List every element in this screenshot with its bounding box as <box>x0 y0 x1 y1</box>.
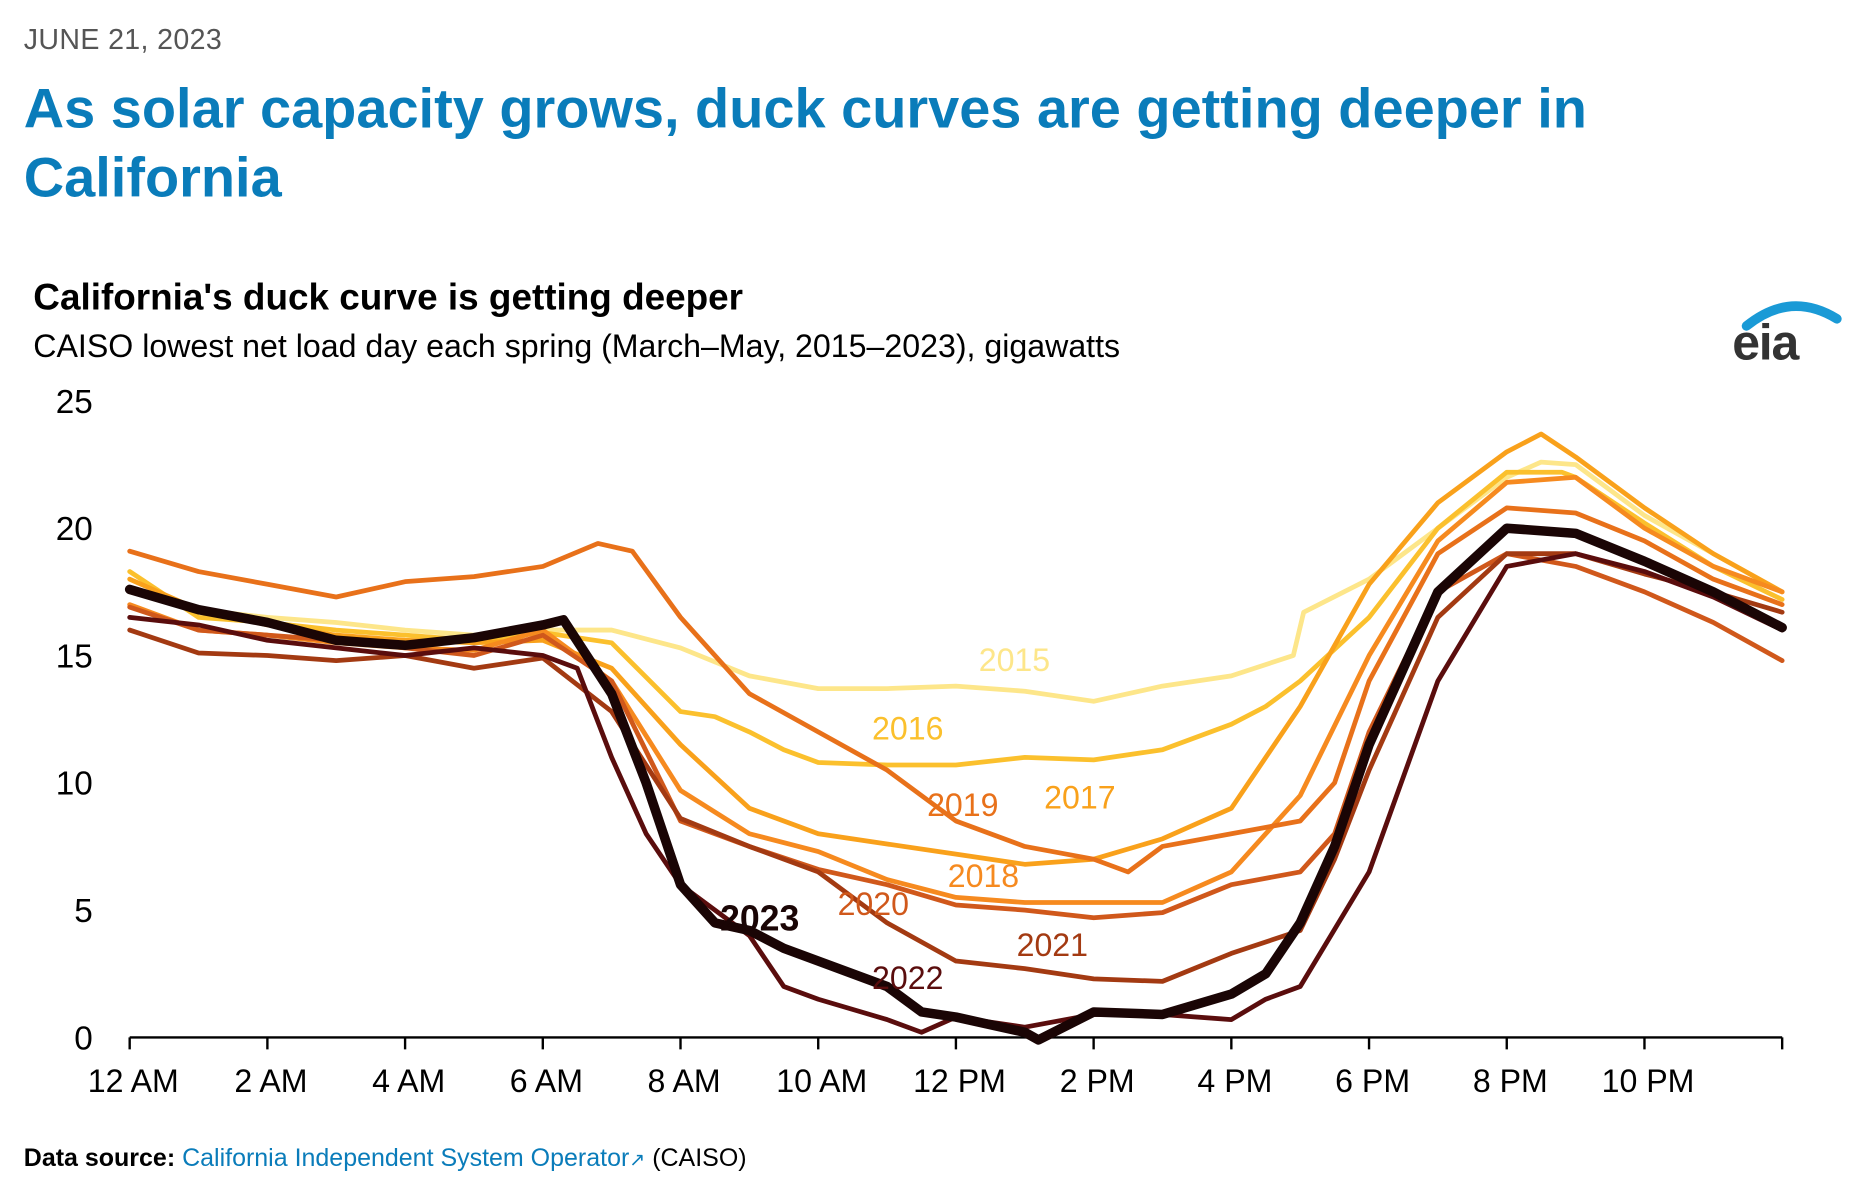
series-label-2017: 2017 <box>1044 779 1115 815</box>
source-suffix: (CAISO) <box>652 1144 747 1172</box>
y-tick-label: 25 <box>56 384 93 421</box>
x-tick-label: 12 AM <box>88 1063 179 1099</box>
x-tick-label: 2 PM <box>1060 1063 1135 1099</box>
x-tick-label: 10 AM <box>776 1063 867 1099</box>
series-line-2018 <box>127 474 1785 905</box>
y-tick-label: 15 <box>56 638 93 675</box>
source-link[interactable]: California Independent System Operator <box>182 1144 630 1172</box>
series-line-2023 <box>124 523 1787 1045</box>
chart-title: California's duck curve is getting deepe… <box>33 276 744 318</box>
chart-subtitle: CAISO lowest net load day each spring (M… <box>33 328 1121 365</box>
external-link-icon: ↗ <box>629 1150 646 1171</box>
x-tick-label: 2 AM <box>234 1063 307 1099</box>
series-label-2022: 2022 <box>872 960 943 996</box>
x-tick-label: 4 AM <box>372 1063 445 1099</box>
source-label: Data source: <box>23 1144 176 1172</box>
series-label-2020: 2020 <box>838 886 909 922</box>
data-source: Data source: California Independent Syst… <box>24 1144 747 1173</box>
x-tick-label: 4 PM <box>1197 1063 1272 1099</box>
series-line-2019 <box>127 505 1785 875</box>
series-label-2015: 2015 <box>979 642 1050 678</box>
series-line-2022 <box>127 551 1785 1035</box>
series-line-2021 <box>127 551 1785 984</box>
x-tick-label: 10 PM <box>1602 1063 1695 1099</box>
x-tick-label: 6 PM <box>1335 1063 1410 1099</box>
series-line-2016 <box>127 469 1785 768</box>
page-headline: As solar capacity grows, duck curves are… <box>23 76 1587 209</box>
series-label-2021: 2021 <box>1017 927 1088 963</box>
series-line-2015 <box>127 459 1785 704</box>
x-tick-label: 8 PM <box>1473 1063 1548 1099</box>
y-tick-label: 20 <box>56 511 93 548</box>
series-label-2019: 2019 <box>927 787 998 823</box>
x-tick-label: 8 AM <box>647 1063 720 1099</box>
x-tick-label: 6 AM <box>510 1063 583 1099</box>
y-tick-label: 10 <box>56 766 93 803</box>
y-tick-label: 5 <box>74 893 93 930</box>
logo-text: eia <box>1732 314 1799 370</box>
y-tick-label: 0 <box>74 1020 93 1057</box>
series-label-2023: 2023 <box>720 898 799 938</box>
duck-curve-chart: 0 5 10 15 20 25 12 AM 2 AM 4 AM 6 AM 8 AM 10 AM 12 P… <box>56 384 1787 1099</box>
x-tick-label: 12 PM <box>913 1063 1006 1099</box>
eia-logo: eia <box>1725 290 1844 373</box>
series-label-2016: 2016 <box>872 711 943 747</box>
logo-arc-icon <box>1741 301 1842 331</box>
series-label-2018: 2018 <box>948 858 1019 894</box>
publish-date: JUNE 21, 2023 <box>23 23 223 56</box>
series-line-2020 <box>127 551 1785 921</box>
